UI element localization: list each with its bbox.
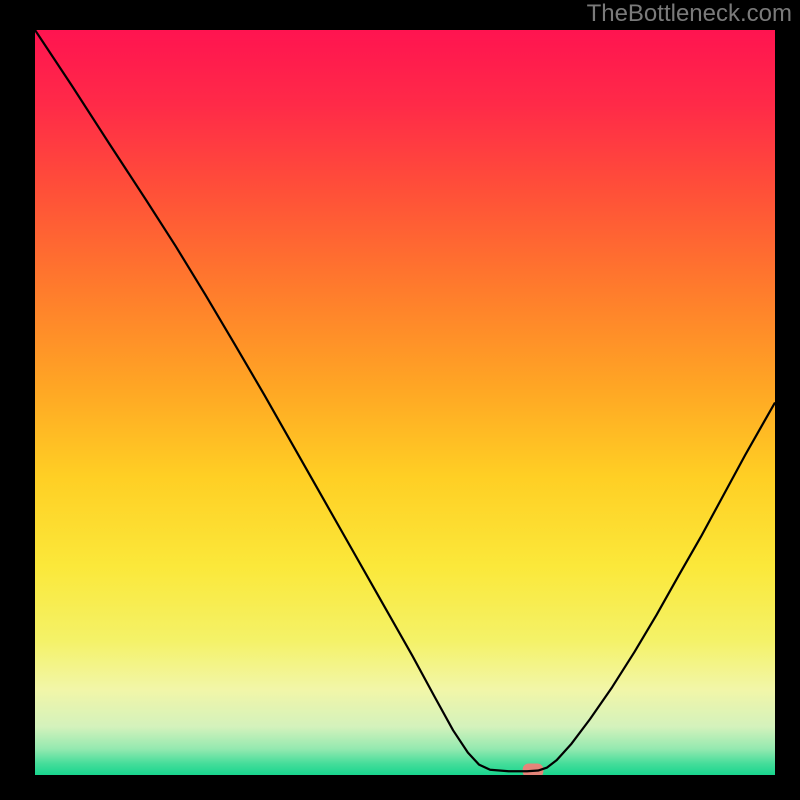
plot-background-gradient — [35, 30, 775, 775]
chart-stage: TheBottleneck.com — [0, 0, 800, 800]
bottleneck-chart — [0, 0, 800, 800]
